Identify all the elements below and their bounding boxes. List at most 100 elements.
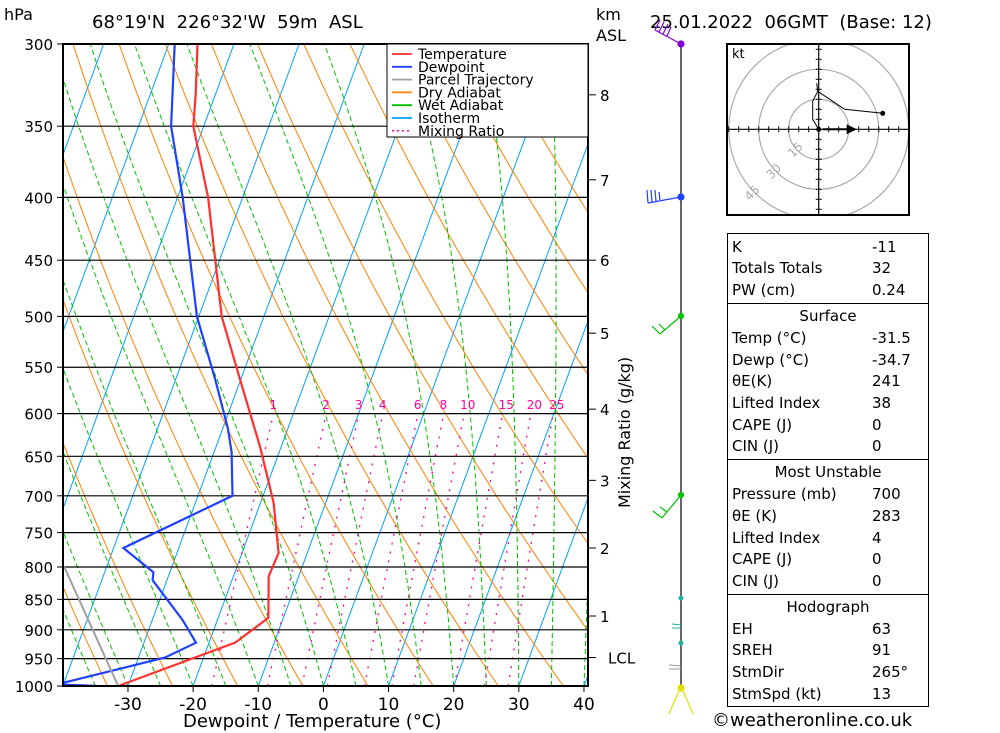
wet-adiabat-line <box>550 44 557 686</box>
wet-adiabat-line <box>134 44 357 686</box>
pressure-tick-label: 400 <box>24 189 53 207</box>
temperature-tick-label: 10 <box>378 695 400 715</box>
isotherm-line <box>322 44 561 686</box>
index-label: SREH <box>732 641 773 660</box>
pressure-tick-label: 1000 <box>15 678 53 696</box>
wet-adiabat-line <box>63 183 259 686</box>
wet-adiabat-line <box>405 44 487 686</box>
mixing-ratio-line <box>326 413 384 686</box>
hpa-unit-label: hPa <box>4 5 33 24</box>
indices-table: K -11 Totals Totals 32 PW (cm) 0.24 Surface T… <box>727 233 929 708</box>
isotherm-line <box>63 44 300 686</box>
copyright-link[interactable]: ©weatheronline.co.uk <box>712 710 913 731</box>
dry-adiabat-line <box>72 44 369 686</box>
mixing-ratio-label: 1 <box>269 398 277 412</box>
isotherm-line <box>257 44 495 686</box>
mixing-ratio-line <box>211 413 275 686</box>
wind-barb-400 <box>646 189 685 204</box>
isotherm-line <box>127 44 365 686</box>
pressure-tick-label: 600 <box>24 406 53 424</box>
wind-barb-300 <box>654 19 685 48</box>
axes: 1 2 3 4 6 8 10 15 20 2530035040045050055060065070… <box>15 36 636 715</box>
isotherm-line <box>192 44 430 686</box>
pressure-tick-label: 450 <box>24 252 53 270</box>
mixing-ratio-line <box>412 413 465 686</box>
surface-title: Surface <box>799 306 857 325</box>
index-value: 0 <box>872 571 882 590</box>
dry-adiabat-line <box>164 44 499 686</box>
index-label: θE(K) <box>732 372 773 391</box>
parcel-trajectory-line <box>63 566 120 686</box>
index-row: CAPE (J) 0 <box>732 414 928 436</box>
index-row: Lifted Index 38 <box>732 392 928 414</box>
pressure-tick-label: 850 <box>24 591 53 609</box>
index-value: 32 <box>872 259 892 278</box>
km-tick-label: 7 <box>600 172 610 190</box>
index-label: StmSpd (kt) <box>732 684 822 703</box>
general-indices: K -11 Totals Totals 32 PW (cm) 0.24 <box>728 234 928 303</box>
lcl-label: LCL <box>608 650 636 668</box>
index-row: CIN (J) 0 <box>732 570 928 592</box>
pressure-tick-label: 700 <box>24 488 53 506</box>
km-tick-label: 5 <box>600 325 610 343</box>
pressure-tick-label: 300 <box>24 36 53 54</box>
dry-adiabat-line <box>63 585 108 686</box>
index-value: 4 <box>872 528 882 547</box>
mixing-ratio-line <box>507 413 554 686</box>
index-row: PW (cm) 0.24 <box>732 279 928 301</box>
mixing-ratio-label: 20 <box>527 398 542 412</box>
legend-label: Isotherm <box>418 111 480 127</box>
pressure-grid <box>63 43 588 687</box>
index-row: StmSpd (kt) 13 <box>732 683 928 705</box>
km-tick-label: 8 <box>600 87 610 105</box>
mixing-ratio-label: 2 <box>322 398 330 412</box>
hodograph-start-point <box>816 126 822 132</box>
dry-adiabat-line <box>118 44 434 686</box>
index-label: Lifted Index <box>732 528 821 547</box>
index-label: StmDir <box>732 663 784 682</box>
dry-adiabat-line <box>950 44 1000 686</box>
index-label: Lifted Index <box>732 393 821 412</box>
temperature-tick-label: -20 <box>179 695 207 715</box>
index-label: Temp (°C) <box>732 329 807 348</box>
index-row: Lifted Index 4 <box>732 527 928 549</box>
isotherm-line <box>453 319 588 686</box>
dry-adiabat-line <box>257 44 588 632</box>
index-value: 241 <box>872 372 901 391</box>
wind-barb-500 <box>651 312 685 335</box>
temperature-tick-label: 40 <box>573 695 595 715</box>
dry-adiabat-line <box>441 44 588 294</box>
dry-adiabat-line <box>210 44 564 686</box>
pressure-tick-label: 350 <box>24 118 53 136</box>
index-value: 13 <box>872 684 892 703</box>
location-title: 68°19'N 226°32'W 59m ASL <box>92 12 363 33</box>
index-value: 0 <box>872 437 882 456</box>
surface-indices: Surface Temp (°C) -31.5 Dewp (°C) -34.7 θE(K… <box>728 302 928 459</box>
pressure-tick-label: 800 <box>24 559 53 577</box>
temperature-tick-label: 20 <box>443 695 465 715</box>
most-unstable-indices: Most Unstable Pressure (mb) 700 θE (K) 283 L… <box>728 458 928 594</box>
km-tick-label: 4 <box>600 401 610 419</box>
index-value: 0 <box>872 550 882 569</box>
pressure-tick-label: 950 <box>24 651 53 669</box>
km-tick-label: 3 <box>600 472 610 490</box>
temperature-line <box>117 44 280 686</box>
legend-label: Temperature <box>417 47 507 63</box>
wet-adiabat-line <box>89 44 324 686</box>
dewpoint-line <box>63 44 234 686</box>
isotherm-line <box>388 142 588 686</box>
dry-adiabat-line <box>395 44 588 376</box>
index-row: Temp (°C) -31.5 <box>732 327 928 349</box>
temperature-tick-label: -10 <box>244 695 272 715</box>
wet-adiabat-line <box>583 566 588 686</box>
wind-profile <box>646 19 694 715</box>
index-value: 91 <box>872 641 892 660</box>
temperature-tick-label: 0 <box>318 695 329 715</box>
index-label: EH <box>732 619 753 638</box>
legend-label: Wet Adiabat <box>418 98 504 114</box>
index-label: CAPE (J) <box>732 415 793 434</box>
index-value: 0.24 <box>872 280 906 299</box>
index-value: -11 <box>872 237 897 256</box>
index-label: Dewp (°C) <box>732 350 810 369</box>
